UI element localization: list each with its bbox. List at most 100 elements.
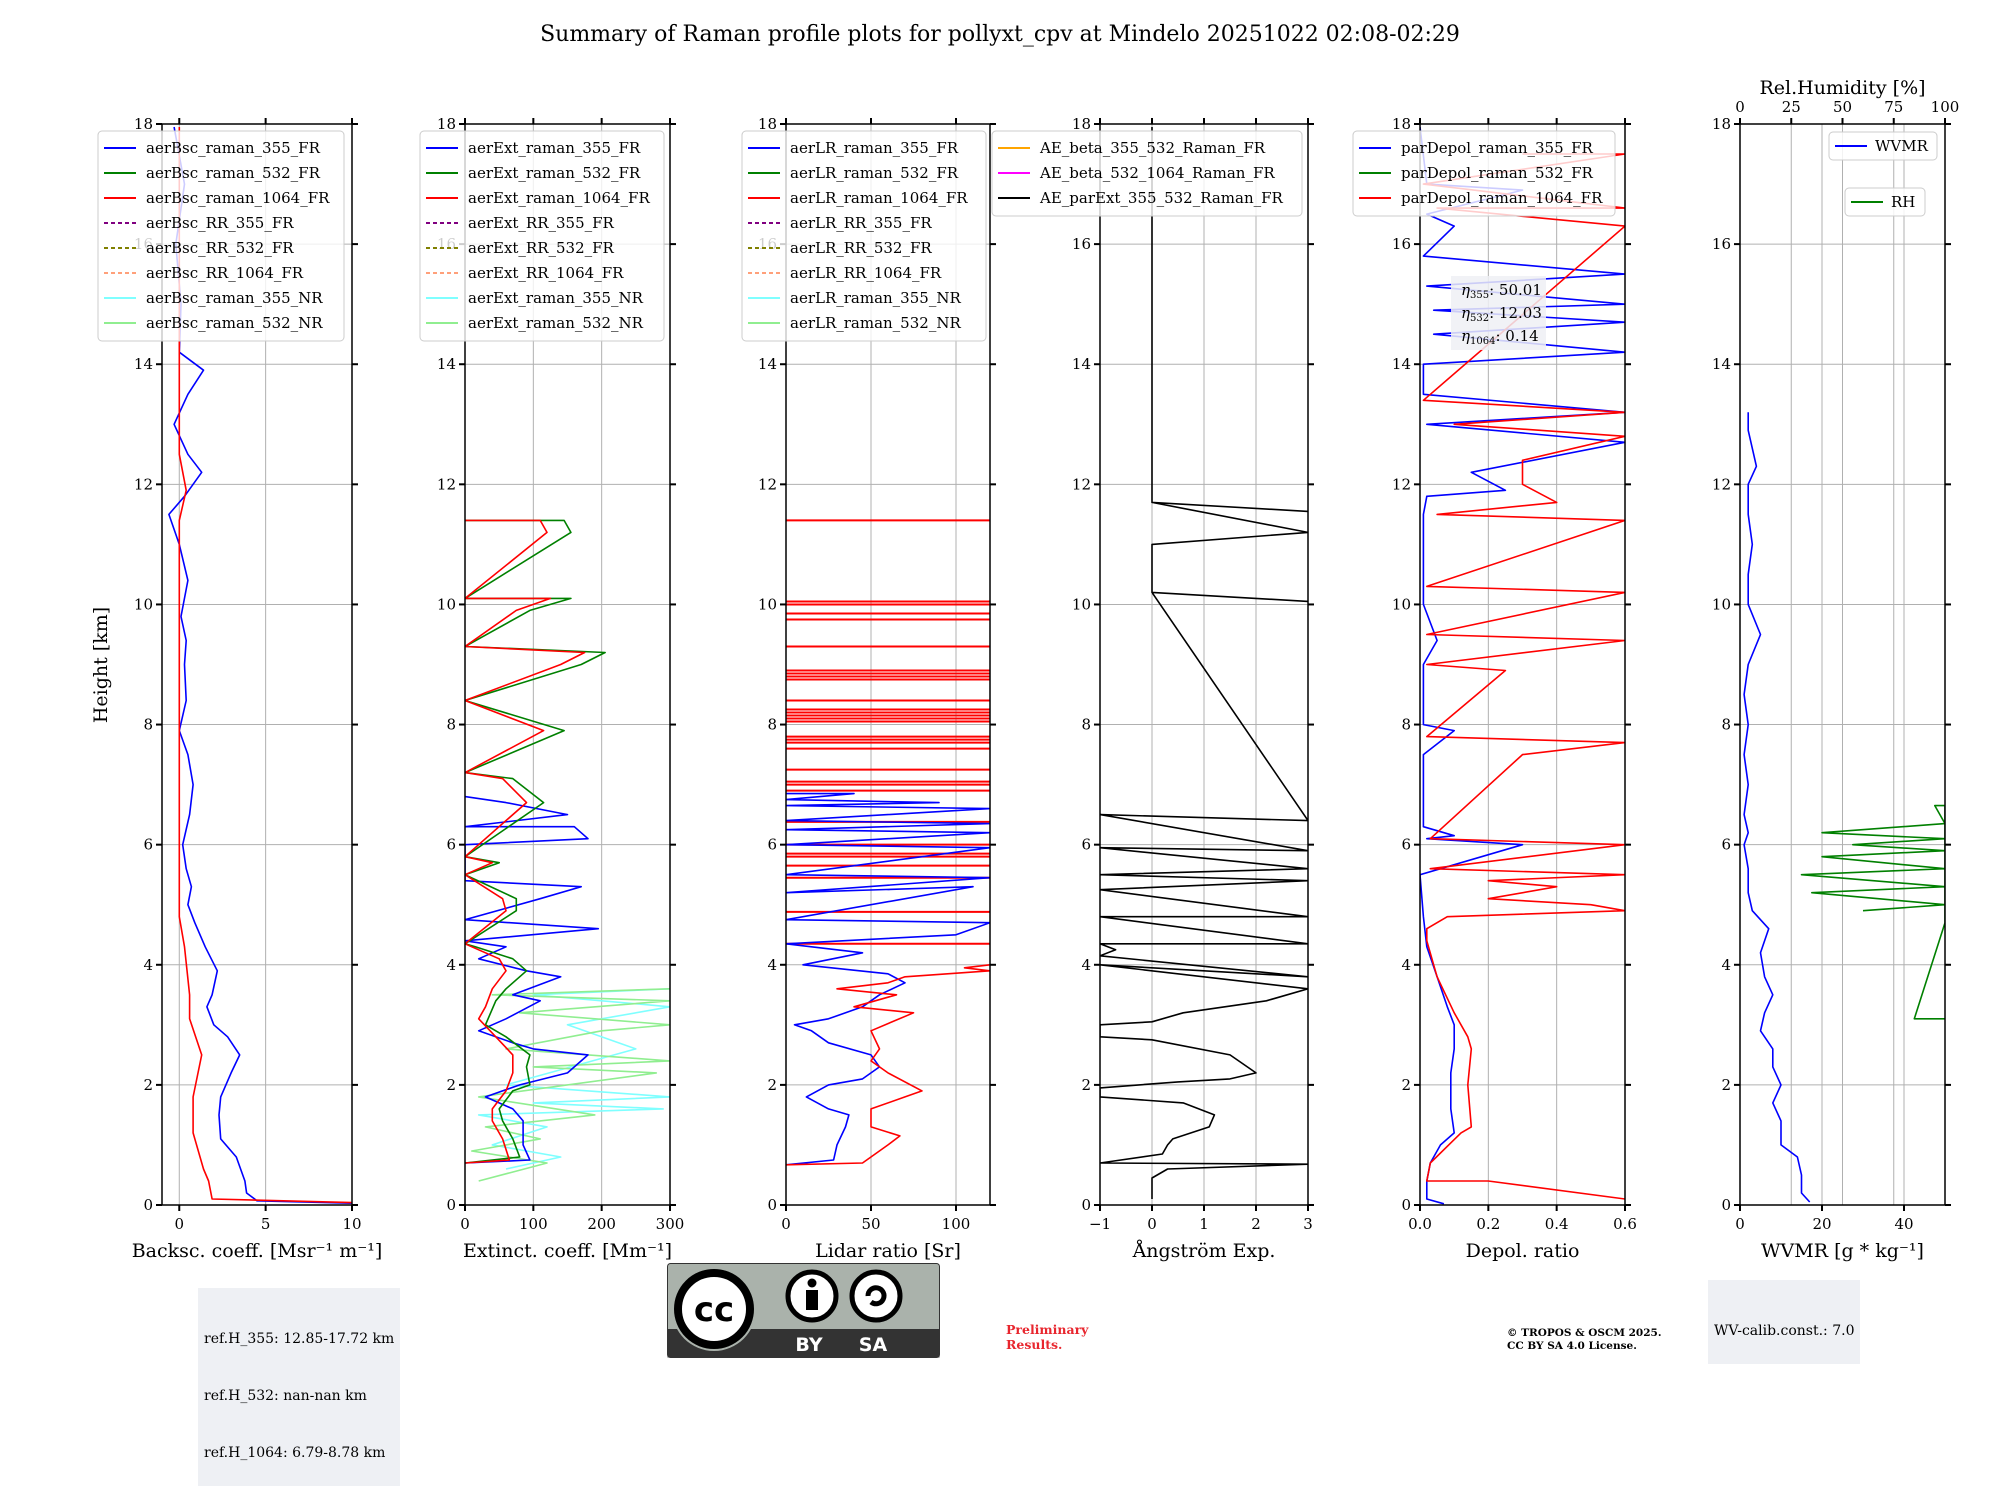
x-tick-label: 0.4: [1545, 1215, 1569, 1233]
eta-line: η1064: 0.14: [1461, 327, 1539, 347]
y-tick-label: 18: [1712, 115, 1731, 133]
y-tick-label: 10: [1072, 595, 1091, 613]
eta-line: η532: 12.03: [1461, 304, 1542, 324]
y-tick-label: 2: [1401, 1076, 1411, 1094]
y-tick-label: 6: [767, 836, 777, 854]
series-line-aerBsc_raman_355_FR: [168, 126, 352, 1204]
y-tick-label: 0: [446, 1196, 456, 1214]
y-tick-label: 8: [1401, 716, 1411, 734]
preliminary-line-2: Results.: [1006, 1337, 1063, 1352]
panel-backscatter: 0246810121416180510Backsc. coeff. [Msr⁻¹…: [97, 115, 382, 1262]
legend-label: aerExt_raman_1064_FR: [468, 189, 650, 207]
x-tick-label: 20: [1812, 1215, 1831, 1233]
y-tick-label: 0: [1401, 1196, 1411, 1214]
cc-icon-text: cc: [694, 1290, 734, 1330]
legend-label: aerExt_raman_355_NR: [468, 289, 644, 307]
preliminary-line-1: Preliminary: [1006, 1322, 1089, 1337]
series-line-aerExt_raman_355_NR: [477, 988, 670, 1170]
legend-label: aerLR_raman_532_NR: [790, 314, 961, 332]
axes-frame: [464, 123, 671, 1206]
series-line-parDepol_raman_355_FR: [1420, 126, 1625, 1205]
by-icon-body: [806, 1290, 818, 1310]
x-tick-label: 200: [587, 1215, 616, 1233]
copyright-line-1: © TROPOS & OSCM 2025.: [1507, 1327, 1662, 1339]
y-tick-label: 4: [143, 956, 153, 974]
x-tick-label: −1: [1089, 1215, 1111, 1233]
y-tick-label: 2: [767, 1076, 777, 1094]
legend-label: aerLR_raman_355_FR: [790, 139, 959, 157]
x-tick-label: 0: [174, 1215, 184, 1233]
series-line-WVMR: [1743, 412, 1811, 1203]
y-tick-label: 8: [1721, 716, 1731, 734]
legend-label: aerBsc_RR_1064_FR: [146, 264, 304, 282]
legend-box: [419, 130, 665, 342]
sa-label: SA: [859, 1334, 888, 1356]
y-tick-label: 12: [1072, 475, 1091, 493]
y-tick-label: 18: [437, 115, 456, 133]
legend-label: aerBsc_raman_532_NR: [146, 314, 323, 332]
legend-label: aerLR_raman_355_NR: [790, 289, 961, 307]
y-tick-label: 18: [134, 115, 153, 133]
x-axis-label: Lidar ratio [Sr]: [815, 1240, 961, 1262]
legend: aerExt_raman_355_FR aerExt_raman_532_FRae…: [419, 130, 665, 342]
ref-heights-box: ref.H_355: 12.85-17.72 km ref.H_532: nan…: [198, 1288, 401, 1486]
x-tick-label: 40: [1894, 1215, 1913, 1233]
x-tick-label: 10: [342, 1215, 361, 1233]
panel-lidar_ratio: 024681012141618050100Lidar ratio [Sr]aer…: [741, 115, 996, 1262]
y-tick-label: 2: [446, 1076, 456, 1094]
ref-height-532: ref.H_532: nan-nan km: [204, 1388, 367, 1404]
y-tick-label: 6: [1721, 836, 1731, 854]
x-axis-label: WVMR [g * kg⁻¹]: [1761, 1240, 1924, 1262]
y-axis-label: Height [km]: [90, 607, 112, 723]
legend-label: aerExt_raman_355_FR: [468, 139, 641, 157]
y-tick-label: 18: [1392, 115, 1411, 133]
ref-height-355: ref.H_355: 12.85-17.72 km: [204, 1331, 395, 1347]
y-tick-label: 8: [767, 716, 777, 734]
y-tick-label: 12: [134, 475, 153, 493]
panel-extinction: 0246810121416180100200300Extinct. coeff.…: [419, 115, 685, 1262]
y-tick-label: 14: [1712, 355, 1731, 373]
x-axis-label: Depol. ratio: [1466, 1240, 1580, 1262]
y-tick-label: 6: [1081, 836, 1091, 854]
figure-canvas: Height [km]0246810121416180510Backsc. co…: [90, 77, 1960, 1262]
legend: aerLR_raman_355_FR aerLR_raman_532_FR aerL…: [741, 130, 987, 342]
legend-label: aerBsc_raman_532_FR: [146, 164, 321, 182]
axes-frame: [1419, 123, 1626, 1206]
y-tick-label: 16: [1072, 235, 1091, 253]
x2-tick-label: 75: [1884, 98, 1903, 116]
y-tick-label: 14: [134, 355, 153, 373]
x-tick-label: 5: [261, 1215, 271, 1233]
y-tick-label: 10: [1392, 595, 1411, 613]
legend-label: parDepol_raman_532_FR: [1401, 164, 1594, 182]
legend-label: parDepol_raman_1064_FR: [1401, 189, 1603, 207]
y-tick-label: 18: [758, 115, 777, 133]
x-tick-label: 0: [460, 1215, 470, 1233]
legend-WVMR: WVMR: [1828, 131, 1938, 161]
legend-label: AE_beta_355_532_Raman_FR: [1039, 139, 1266, 157]
y-tick-label: 4: [767, 956, 777, 974]
cc-by-sa-badge: cc BY SA: [667, 1263, 940, 1358]
y-tick-label: 6: [1401, 836, 1411, 854]
x-tick-label: 300: [656, 1215, 685, 1233]
x-tick-label: 100: [519, 1215, 548, 1233]
cc-icon: [674, 1269, 754, 1349]
series-group: [1743, 412, 1945, 1203]
eta-annotation: η355: 50.01 η532: 12.03 η1064: 0.14: [1451, 276, 1546, 350]
y-tick-label: 16: [1712, 235, 1731, 253]
y-tick-label: 12: [1712, 475, 1731, 493]
figure-title: Summary of Raman profile plots for polly…: [540, 22, 1460, 47]
by-label: BY: [795, 1334, 822, 1356]
legend-label: aerBsc_raman_1064_FR: [146, 189, 330, 207]
copyright-note: © TROPOS & OSCM 2025. CC BY SA 4.0 Licen…: [1507, 1327, 1662, 1353]
y-tick-label: 10: [437, 595, 456, 613]
y-tick-label: 4: [1081, 956, 1091, 974]
x2-tick-label: 100: [1931, 98, 1960, 116]
y-tick-label: 4: [1401, 956, 1411, 974]
series-group: [168, 126, 352, 1204]
legend-label: aerExt_raman_532_NR: [468, 314, 644, 332]
legend-box: [991, 130, 1303, 217]
legend-label: aerBsc_raman_355_NR: [146, 289, 323, 307]
legend-RH: RH: [1844, 187, 1926, 217]
y-tick-label: 0: [1721, 1196, 1731, 1214]
